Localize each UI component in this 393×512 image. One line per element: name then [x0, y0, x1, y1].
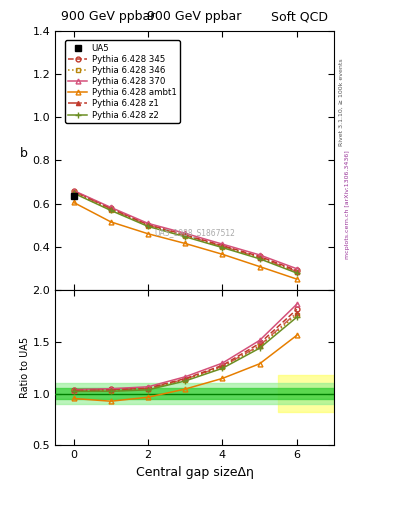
- Y-axis label: b: b: [20, 147, 28, 160]
- Y-axis label: Ratio to UA5: Ratio to UA5: [20, 337, 29, 398]
- Text: 900 GeV ppbar: 900 GeV ppbar: [61, 10, 155, 23]
- Text: UA5_1988_S1867512: UA5_1988_S1867512: [154, 228, 235, 238]
- Text: Soft QCD: Soft QCD: [272, 10, 329, 23]
- Text: 900 GeV ppbar: 900 GeV ppbar: [147, 10, 242, 23]
- Text: mcplots.cern.ch [arXiv:1306.3436]: mcplots.cern.ch [arXiv:1306.3436]: [345, 151, 350, 259]
- Legend: UA5, Pythia 6.428 345, Pythia 6.428 346, Pythia 6.428 370, Pythia 6.428 ambt1, P: UA5, Pythia 6.428 345, Pythia 6.428 346,…: [65, 40, 180, 123]
- Text: Rivet 3.1.10, ≥ 100k events: Rivet 3.1.10, ≥ 100k events: [339, 58, 344, 146]
- X-axis label: Central gap sizeΔη: Central gap sizeΔη: [136, 466, 253, 479]
